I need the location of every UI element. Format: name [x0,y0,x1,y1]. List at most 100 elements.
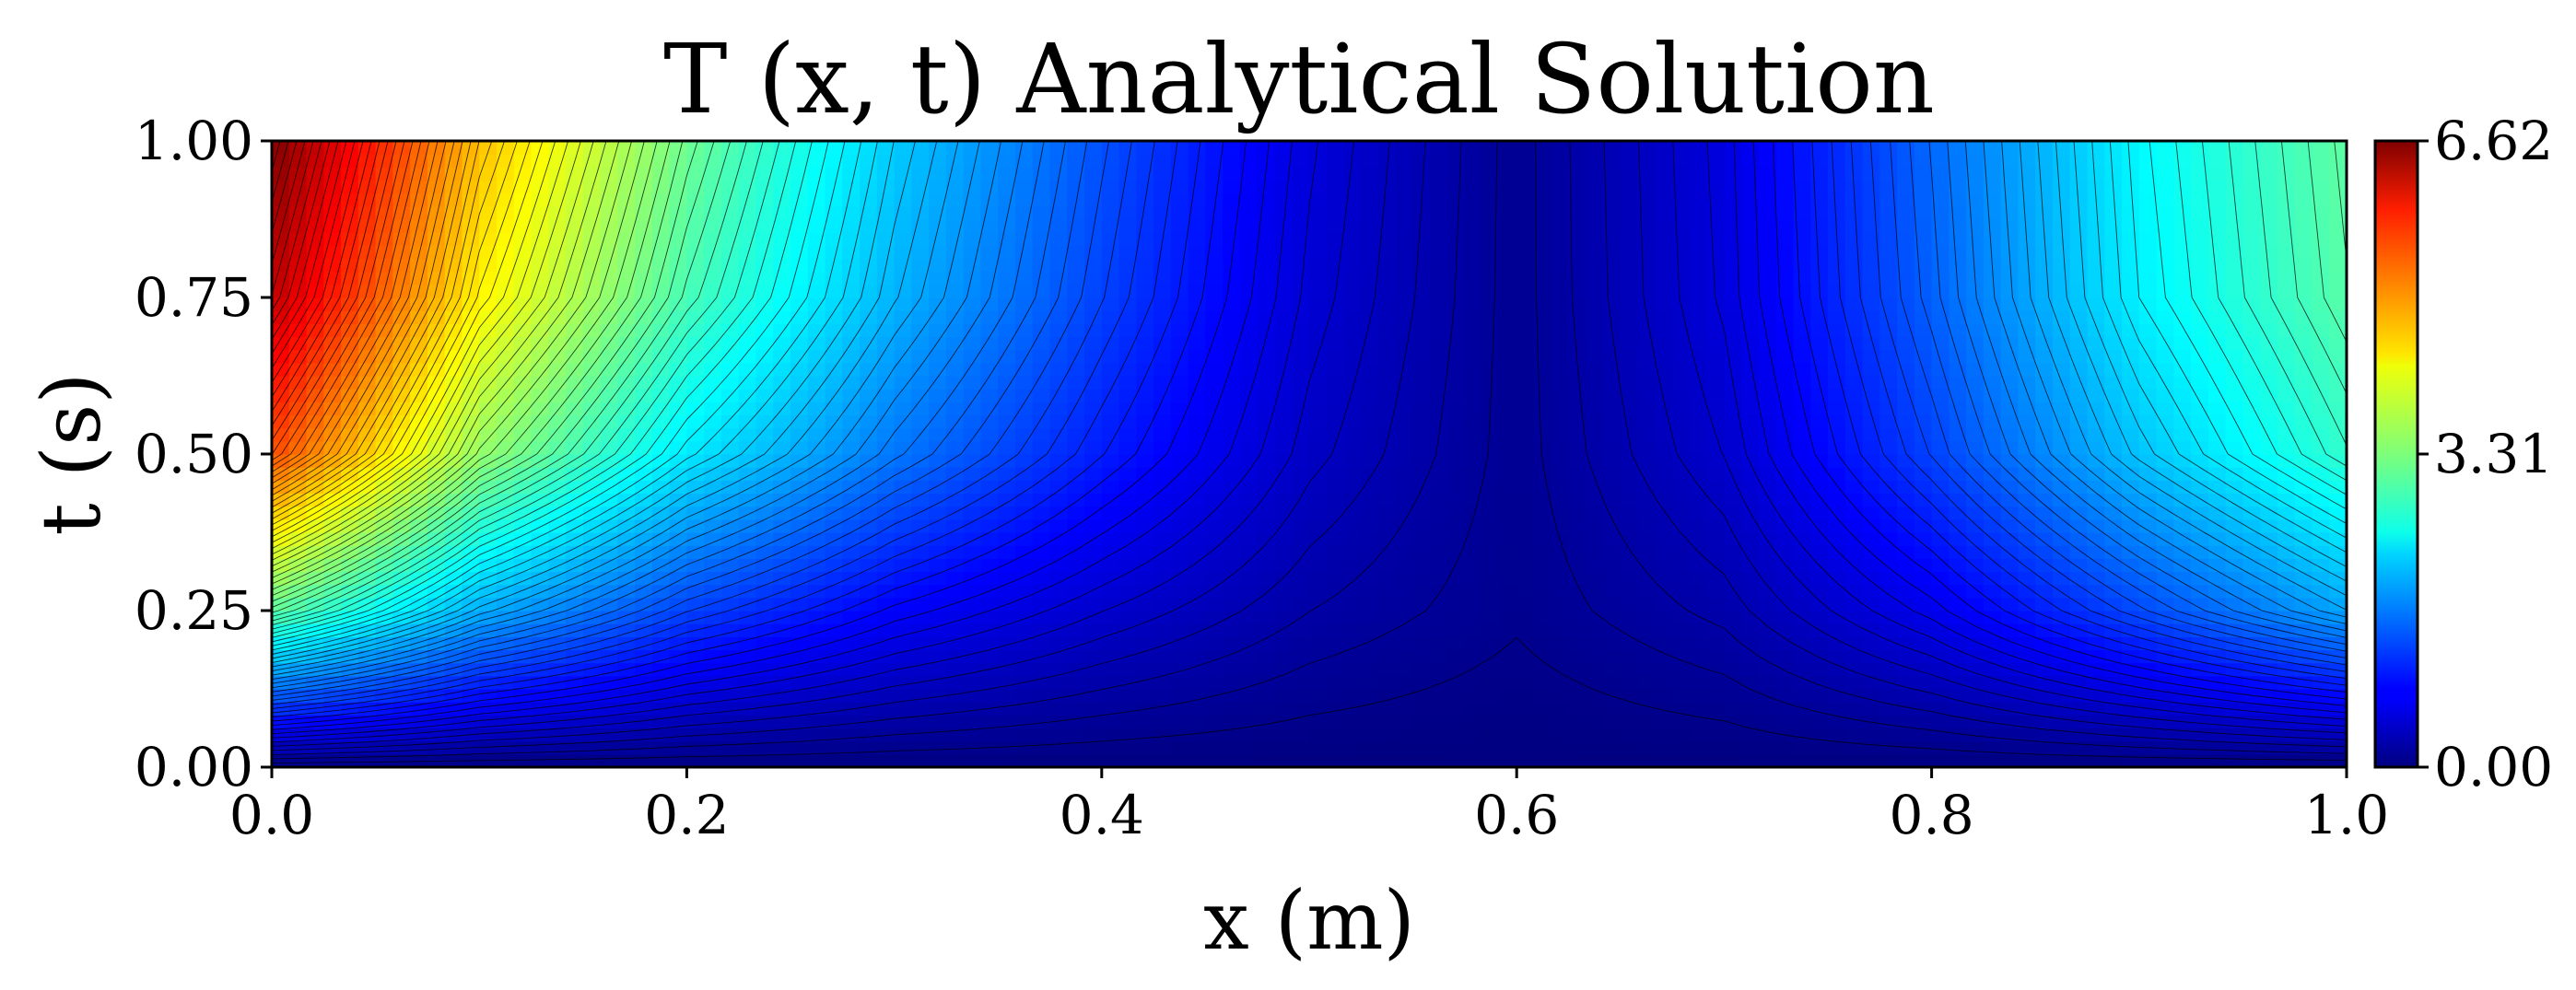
heatmap-cell [1551,467,1570,481]
heatmap-cell [1239,584,1259,599]
heatmap-cell [2122,740,2140,755]
heatmap-cell [375,662,393,677]
heatmap-cell [1914,427,1933,442]
heatmap-cell [860,480,878,495]
heatmap-cell [1412,310,1431,324]
heatmap-cell [1326,454,1345,468]
heatmap-cell [1810,336,1829,351]
heatmap-cell [738,493,757,507]
heatmap-cell [929,571,947,586]
heatmap-cell [2277,545,2296,559]
heatmap-cell [1499,532,1517,546]
heatmap-cell [686,532,705,546]
heatmap-cell [1223,753,1241,768]
heatmap-cell [1758,245,1777,260]
heatmap-cell [566,323,584,338]
heatmap-cell [963,362,982,377]
heatmap-cell [1637,715,1656,729]
heatmap-cell [1879,571,1898,586]
heatmap-cell [1551,362,1570,377]
heatmap-cell [1084,454,1103,468]
heatmap-cell [876,323,896,338]
heatmap-cell [1724,558,1742,573]
heatmap-cell [1533,584,1552,599]
heatmap-cell [2104,323,2123,338]
heatmap-cell [1551,662,1570,677]
heatmap-cell [1430,376,1448,390]
heatmap-cell [2260,258,2278,273]
heatmap-cell [1603,336,1622,351]
heatmap-cell [894,245,912,260]
heatmap-cell [1603,271,1622,285]
heatmap-cell [1706,753,1725,768]
heatmap-cell [427,740,446,755]
heatmap-cell [1568,518,1587,533]
heatmap-cell [1603,376,1622,390]
heatmap-cell [860,219,878,233]
heatmap-cell [755,518,774,533]
heatmap-cell [1949,649,1967,664]
heatmap-cell [1378,323,1397,338]
heatmap-cell [860,427,878,442]
heatmap-cell [1326,440,1345,455]
heatmap-cell [1205,349,1224,364]
heatmap-cell [1603,753,1622,768]
heatmap-cell [911,545,930,559]
heatmap-cell [1637,545,1656,559]
heatmap-cell [2000,480,2020,495]
heatmap-cell [2069,662,2089,677]
heatmap-cell [2122,454,2140,468]
heatmap-cell [755,558,774,573]
heatmap-cell [1014,715,1034,729]
heatmap-cell [2122,493,2140,507]
heatmap-cell [1586,376,1604,390]
heatmap-cell [773,258,791,273]
heatmap-cell [1516,545,1535,559]
heatmap-cell [773,480,791,495]
heatmap-cell [1931,440,1950,455]
heatmap-cell [1326,480,1345,495]
heatmap-cell [2225,493,2243,507]
heatmap-cell [2156,715,2174,729]
heatmap-cell [479,649,498,664]
heatmap-cell [2052,753,2071,768]
heatmap-cell [600,532,618,546]
heatmap-cell [1326,545,1345,559]
heatmap-cell [1153,402,1172,416]
heatmap-cell [1049,702,1068,716]
heatmap-cell [704,571,722,586]
heatmap-cell [1499,558,1517,573]
heatmap-cell [2242,271,2261,285]
heatmap-cell [790,662,809,677]
heatmap-cell [807,219,826,233]
heatmap-cell [1672,258,1691,273]
heatmap-cell [1309,297,1328,311]
heatmap-cell [2225,297,2243,311]
heatmap-cell [1533,611,1552,624]
heatmap-cell [825,571,843,586]
heatmap-cell [1914,402,1933,416]
heatmap-cell [1897,454,1915,468]
heatmap-cell [1274,349,1293,364]
heatmap-cell [1533,675,1552,690]
heatmap-cell [807,297,826,311]
heatmap-cell [686,427,705,442]
heatmap-cell [1343,715,1362,729]
heatmap-cell [2087,271,2105,285]
heatmap-cell [1292,571,1310,586]
heatmap-cell [1153,362,1172,377]
heatmap-cell [2035,518,2054,533]
heatmap-cell [2035,545,2054,559]
heatmap-cell [2294,271,2313,285]
heatmap-cell [1153,336,1172,351]
heatmap-cell [341,675,359,690]
heatmap-cell [1032,702,1051,716]
heatmap-cell [1257,662,1276,677]
heatmap-cell [582,440,602,455]
heatmap-cell [1464,297,1483,311]
heatmap-cell [1101,493,1120,507]
heatmap-cell [513,584,533,599]
heatmap-cell [462,518,480,533]
heatmap-cell [600,702,618,716]
heatmap-cell [963,440,982,455]
